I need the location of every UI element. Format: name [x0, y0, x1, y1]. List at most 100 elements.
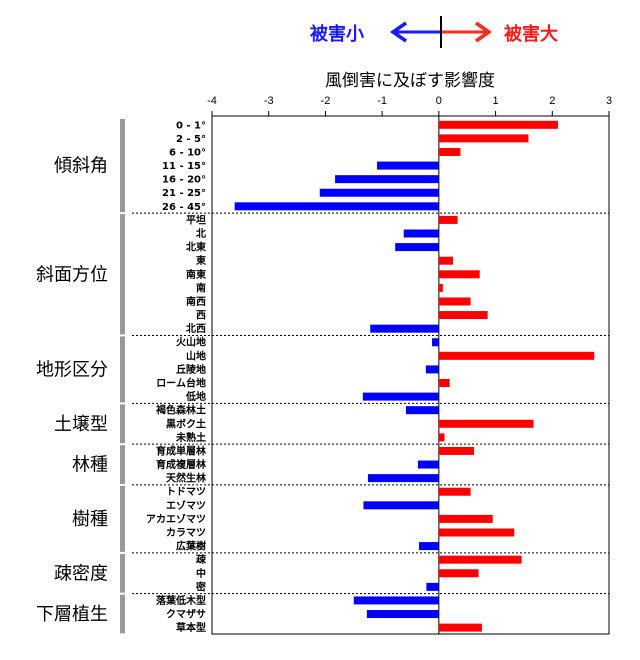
bar [353, 596, 439, 605]
bar [319, 188, 439, 197]
category-label: 平坦 [186, 213, 206, 226]
x-tick-label: 2 [549, 95, 555, 107]
category-label: 未熟土 [175, 431, 206, 444]
category-labels: 0 - 1° 2 - 5° 6 - 10° 11 - 15° 16 - 20° 21 - … [146, 120, 207, 634]
bar [438, 419, 534, 428]
bar [438, 297, 471, 306]
category-label: カラマツ [166, 527, 206, 539]
category-label: 草本型 [176, 621, 206, 634]
category-label: 11 - 15° [162, 161, 206, 172]
category-label: 北西 [186, 322, 206, 335]
bar [362, 392, 439, 401]
category-label: 南 [196, 281, 206, 294]
x-tick-label: -1 [377, 95, 387, 107]
group-label: 土壌型 [54, 414, 108, 435]
bar [432, 338, 439, 347]
bar [417, 460, 439, 469]
x-tick-label: 3 [606, 95, 612, 107]
category-label: 疎 [196, 553, 207, 566]
category-label: 丘陵地 [176, 363, 206, 376]
legend-high-label: 被害大 [504, 23, 558, 45]
group-bracket [120, 336, 125, 403]
x-tick-label: -2 [321, 95, 331, 107]
category-label: 16 - 20° [162, 175, 206, 186]
bar [438, 379, 450, 388]
category-label: 東 [196, 254, 206, 267]
category-label: 育成単層林 [156, 444, 207, 457]
group-label: 樹種 [72, 509, 108, 530]
bar [438, 120, 558, 129]
category-label: 西 [196, 310, 206, 322]
category-label: 火山地 [176, 336, 206, 349]
bar [370, 324, 439, 333]
plot-area [211, 115, 610, 635]
category-label: 0 - 1° [176, 120, 206, 131]
bar [367, 474, 439, 483]
group-bracket [120, 594, 125, 634]
bar [438, 270, 480, 279]
category-label: 天然生林 [166, 472, 207, 485]
bar [426, 582, 439, 591]
category-label: 21 - 25° [162, 188, 206, 199]
category-label: エゾマツ [166, 499, 206, 512]
chart-title: 風倒害に及ぼす影響度 [325, 71, 495, 91]
legend-low-label: 被害小 [310, 23, 364, 45]
bar [438, 514, 493, 523]
bar [438, 487, 471, 496]
bar [377, 161, 439, 170]
bar [363, 501, 439, 510]
group-label: 林種 [72, 455, 108, 476]
category-label: 低地 [185, 390, 206, 403]
category-label: 落葉低木型 [156, 594, 206, 607]
bar [438, 134, 529, 143]
bar [438, 311, 488, 320]
category-label: 黒ボク土 [166, 417, 206, 430]
x-tick-label: 1 [493, 95, 499, 107]
category-label: アカエゾマツ [146, 512, 206, 525]
x-tick-label: -3 [264, 95, 274, 107]
bar [395, 243, 439, 252]
group-bracket [120, 119, 125, 213]
bar [438, 446, 475, 455]
group-bracket [120, 214, 125, 335]
group-bracket [120, 445, 125, 484]
category-label: 中 [196, 567, 206, 580]
group-bracket [120, 485, 125, 552]
bar [403, 229, 439, 238]
group-label: 斜面方位 [36, 264, 108, 285]
group-label: 地形区分 [36, 359, 108, 380]
category-label: 北 [196, 227, 206, 240]
bar [438, 283, 443, 292]
legend-arrow-icon [389, 16, 493, 48]
bar [438, 351, 595, 360]
category-label: 2 - 5° [176, 134, 206, 145]
category-label: 北東 [186, 241, 206, 254]
bar [438, 147, 461, 156]
category-label: ローム台地 [156, 377, 206, 390]
category-label: 広葉樹 [176, 540, 206, 553]
group-dividers [132, 212, 609, 595]
group-bracket [120, 404, 125, 444]
bar [419, 542, 439, 551]
bar [234, 202, 439, 211]
category-label: クマザサ [166, 609, 206, 621]
bar [438, 555, 522, 564]
category-label: 26 - 45° [162, 202, 206, 213]
bar [366, 610, 439, 619]
x-tick-label: 0 [436, 95, 442, 107]
bar [405, 406, 439, 415]
category-label: 山地 [186, 349, 206, 362]
group-bracket [120, 553, 125, 593]
category-label: トドマツ [166, 486, 206, 498]
x-tick-label: -4 [207, 95, 217, 107]
bar [438, 256, 454, 265]
group-label: 下層植生 [36, 604, 108, 625]
group-label: 傾斜角 [54, 156, 108, 177]
category-label: 南東 [186, 268, 206, 281]
bar [425, 365, 439, 374]
category-label: 育成複層林 [156, 458, 207, 471]
category-label: 南西 [186, 295, 206, 308]
bar [335, 175, 439, 184]
